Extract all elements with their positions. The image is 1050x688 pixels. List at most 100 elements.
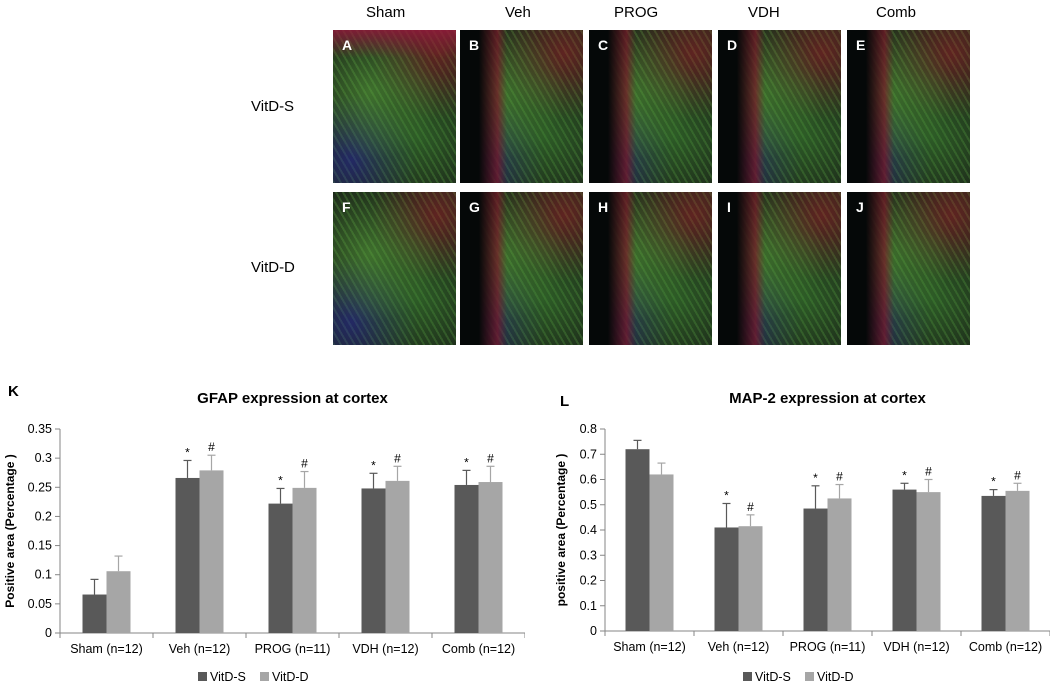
panel-letter: A [342,37,353,53]
map2-bar-chart: MAP-2 expression at cortex positive area … [554,390,1050,684]
x-tick-label: Comb (n=12) [969,640,1042,654]
bar-vitd-s [714,527,739,631]
column-label-veh: Veh [505,4,531,21]
panel-letter: H [598,199,609,215]
micrograph-panel-c: C [589,30,712,183]
significance-marker: * [371,458,376,472]
gfap-bar-chart: GFAP expression at cortex Positive area (… [3,390,525,684]
legend-swatch [743,672,752,681]
y-tick-label: 0.7 [580,447,597,461]
column-label-prog: PROG [614,4,659,21]
panel-letter: B [469,37,480,53]
chart-title: GFAP expression at cortex [197,390,388,407]
y-tick-label: 0.1 [580,599,597,613]
y-tick-label: 0.35 [28,422,52,436]
legend-label: VitD-S [755,670,791,684]
bar-vitd-s [625,449,650,631]
y-tick-label: 0.2 [580,574,597,588]
legend-label: VitD-S [210,670,246,684]
significance-marker: # [208,440,215,454]
bar-vitd-d [827,498,852,631]
bar-vitd-s [981,495,1006,631]
legend-swatch [805,672,814,681]
column-label-sham: Sham [366,4,406,21]
chart-l-panel-label: L [560,393,570,410]
significance-marker: # [487,451,494,465]
x-tick-label: PROG (n=11) [790,640,866,654]
x-tick-label: PROG (n=11) [255,642,331,656]
x-tick-label: Sham (n=12) [613,640,686,654]
panel-letter: D [727,37,738,53]
micrograph-panel-i: I [718,192,841,345]
panel-letter: G [469,199,480,215]
x-tick-label: Veh (n=12) [708,640,770,654]
significance-marker: * [991,475,996,489]
column-label-vdh: VDH [748,4,780,21]
row-label-vitd-s: VitD-S [251,98,295,115]
x-tick-label: VDH (n=12) [883,640,949,654]
bar-vitd-s [361,488,386,633]
panel-letter: I [727,199,731,215]
legend-label: VitD-D [817,670,854,684]
bar-vitd-d [649,474,674,631]
bar-vitd-d [292,487,317,633]
panel-letter: F [342,199,351,215]
y-tick-label: 0.25 [28,480,52,494]
bar-vitd-d [1005,490,1030,631]
y-tick-label: 0 [590,624,597,638]
significance-marker: * [278,473,283,487]
chart-k-panel-label: K [8,383,19,400]
significance-marker: # [394,451,401,465]
y-tick-label: 0.5 [580,498,597,512]
x-tick-label: Veh (n=12) [169,642,231,656]
y-tick-label: 0 [45,626,52,640]
micrograph-panel-j: J [847,192,970,345]
significance-marker: # [747,500,754,514]
y-tick-label: 0.15 [28,539,52,553]
micrograph-panel-g: G [460,192,583,345]
bar-vitd-s [82,594,107,633]
significance-marker: * [902,468,907,482]
bar-vitd-d [106,571,131,633]
bar-vitd-s [268,503,293,633]
y-tick-label: 0.05 [28,597,52,611]
y-tick-label: 0.2 [35,509,52,523]
bar-vitd-d [478,482,503,633]
bar-vitd-d [916,492,941,631]
panel-letter: C [598,37,609,53]
y-tick-label: 0.8 [580,422,597,436]
micrograph-panel-a: A [333,30,456,183]
y-tick-label: 0.3 [35,451,52,465]
significance-marker: * [185,445,190,459]
significance-marker: # [925,465,932,479]
x-tick-label: Sham (n=12) [70,642,143,656]
panel-letter: E [856,37,866,53]
significance-marker: # [1014,468,1021,482]
chart-title: MAP-2 expression at cortex [729,390,926,407]
bar-vitd-s [803,508,828,631]
row-label-vitd-d: VitD-D [251,259,295,276]
legend-swatch [260,672,269,681]
significance-marker: * [813,471,818,485]
bar-vitd-d [199,470,224,633]
x-tick-label: Comb (n=12) [442,642,515,656]
micrograph-panel-f: F [333,192,456,345]
bar-vitd-d [738,526,763,631]
panel-letter: J [856,199,864,215]
y-tick-label: 0.6 [580,473,597,487]
column-label-comb: Comb [876,4,917,21]
micrograph-panel-h: H [589,192,712,345]
significance-marker: # [301,457,308,471]
bar-vitd-s [892,489,917,631]
significance-marker: * [724,488,729,502]
y-axis-label: Positive area (Percentage ) [3,454,17,607]
bar-vitd-d [385,480,410,633]
y-tick-label: 0.1 [35,568,52,582]
legend-swatch [198,672,207,681]
y-tick-label: 0.4 [580,523,597,537]
significance-marker: * [464,455,469,469]
legend-label: VitD-D [272,670,309,684]
micrograph-panel-b: B [460,30,583,183]
bar-vitd-s [454,484,479,633]
micrograph-panel-d: D [718,30,841,183]
